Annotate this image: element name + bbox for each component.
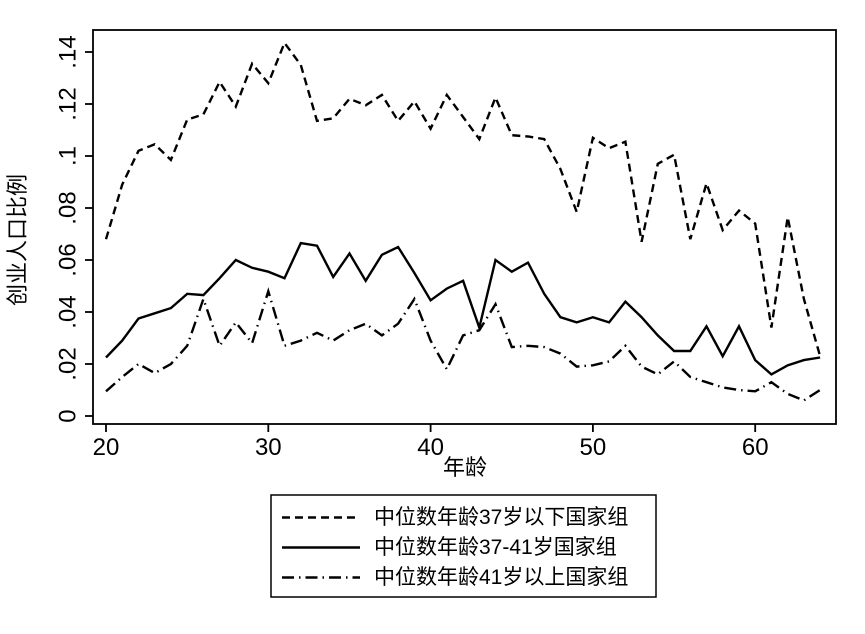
x-axis-ticks: 20 30 40 50 60 [93,424,769,461]
x-tick-label: 30 [255,434,282,461]
series-line-1 [104,40,822,357]
x-tick-label: 50 [580,434,607,461]
plot-area [92,29,837,425]
y-axis-ticks: 0 .02 .04 .06 .08 .1 .12 .14 [55,35,93,423]
y-tick-label: .1 [55,146,82,166]
y-tick-label: .12 [55,87,82,120]
series-line-2 [105,241,821,376]
y-tick-label: .04 [55,295,82,328]
y-axis-title: 创业人口比例 [5,174,30,306]
legend-label-2: 中位数年龄37-41岁国家组 [374,536,617,559]
plot-series [104,40,822,402]
y-tick-label: .14 [55,35,82,68]
series-line-3 [105,287,821,402]
legend-label-3: 中位数年龄41岁以上国家组 [374,566,628,589]
x-tick-label: 20 [93,434,120,461]
x-tick-label: 40 [417,434,444,461]
legend-label-1: 中位数年龄37岁以下国家组 [374,506,628,529]
y-tick-label: .08 [55,191,82,224]
x-tick-label: 60 [742,434,769,461]
x-axis-title: 年龄 [443,455,487,480]
legend-box [270,494,657,598]
y-tick-label: 0 [55,409,82,422]
y-tick-label: .02 [55,347,82,380]
y-tick-label: .06 [55,243,82,276]
